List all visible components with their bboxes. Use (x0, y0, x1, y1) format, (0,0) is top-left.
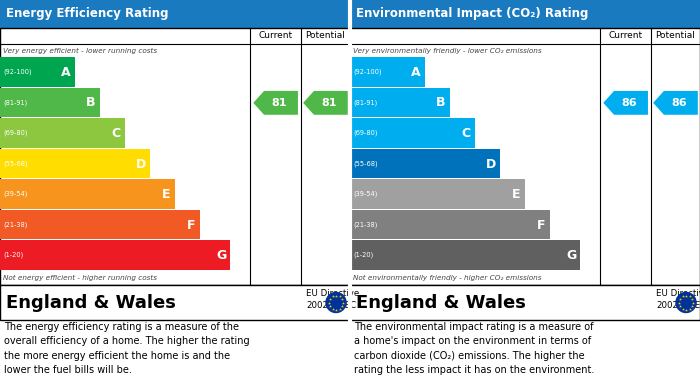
Text: G: G (566, 249, 576, 262)
Text: (92-100): (92-100) (353, 68, 382, 75)
Text: E: E (512, 188, 520, 201)
Text: Environmental Impact (CO₂) Rating: Environmental Impact (CO₂) Rating (356, 7, 589, 20)
Text: The energy efficiency rating is a measure of the
overall efficiency of a home. T: The energy efficiency rating is a measur… (4, 322, 250, 375)
Text: The environmental impact rating is a measure of
a home's impact on the environme: The environmental impact rating is a mea… (354, 322, 594, 375)
Text: Very environmentally friendly - lower CO₂ emissions: Very environmentally friendly - lower CO… (353, 47, 542, 54)
Text: C: C (111, 127, 120, 140)
Text: G: G (216, 249, 226, 262)
Bar (350, 57, 425, 86)
Text: (1-20): (1-20) (353, 252, 373, 258)
Text: (69-80): (69-80) (353, 130, 377, 136)
Bar (0, 88, 100, 117)
Text: England & Wales: England & Wales (356, 294, 526, 312)
Text: 86: 86 (671, 98, 687, 108)
Text: (81-91): (81-91) (353, 99, 377, 106)
Text: (92-100): (92-100) (3, 68, 31, 75)
Text: (55-68): (55-68) (353, 160, 377, 167)
Text: Potential: Potential (306, 32, 345, 41)
Bar (350, 240, 580, 270)
Polygon shape (603, 91, 648, 115)
Bar (0, 240, 230, 270)
Text: (81-91): (81-91) (3, 99, 27, 106)
Text: (39-54): (39-54) (353, 191, 377, 197)
Text: D: D (486, 158, 496, 170)
Circle shape (326, 292, 346, 312)
Bar (350, 285, 700, 320)
Circle shape (676, 292, 696, 312)
Text: 81: 81 (272, 98, 287, 108)
Text: England & Wales: England & Wales (6, 294, 176, 312)
Polygon shape (253, 91, 298, 115)
Text: Current: Current (258, 32, 293, 41)
Bar (350, 179, 525, 209)
Bar (350, 210, 550, 239)
Text: D: D (136, 158, 146, 170)
Text: B: B (86, 96, 96, 109)
Bar (0, 210, 200, 239)
Text: F: F (537, 219, 545, 231)
Text: Potential: Potential (656, 32, 695, 41)
Bar (0, 28, 350, 285)
Text: (39-54): (39-54) (3, 191, 27, 197)
Polygon shape (653, 91, 698, 115)
Text: (1-20): (1-20) (3, 252, 23, 258)
Bar (350, 149, 500, 178)
Text: (21-38): (21-38) (353, 221, 377, 228)
Bar (0, 285, 350, 320)
Bar (350, 88, 450, 117)
Text: C: C (461, 127, 470, 140)
Polygon shape (303, 91, 348, 115)
Bar (350, 118, 475, 148)
Bar (0, 179, 175, 209)
Text: F: F (187, 219, 195, 231)
Text: B: B (436, 96, 446, 109)
Text: (55-68): (55-68) (3, 160, 27, 167)
Bar (350, 0, 700, 28)
Text: EU Directive
2002/91/EC: EU Directive 2002/91/EC (306, 289, 359, 310)
Text: (69-80): (69-80) (3, 130, 27, 136)
Text: Energy Efficiency Rating: Energy Efficiency Rating (6, 7, 169, 20)
Bar (0, 149, 150, 178)
Text: 86: 86 (622, 98, 637, 108)
Text: A: A (412, 66, 421, 79)
Text: Current: Current (608, 32, 643, 41)
Bar (0, 118, 125, 148)
Text: (21-38): (21-38) (3, 221, 27, 228)
Text: E: E (162, 188, 170, 201)
Text: Very energy efficient - lower running costs: Very energy efficient - lower running co… (3, 47, 157, 54)
Text: 81: 81 (321, 98, 337, 108)
Text: Not environmentally friendly - higher CO₂ emissions: Not environmentally friendly - higher CO… (353, 274, 542, 281)
Text: EU Directive
2002/91/EC: EU Directive 2002/91/EC (656, 289, 700, 310)
Text: A: A (62, 66, 71, 79)
Bar (350, 28, 700, 285)
Text: Not energy efficient - higher running costs: Not energy efficient - higher running co… (3, 274, 157, 281)
Bar (0, 57, 75, 86)
Bar (0, 0, 350, 28)
